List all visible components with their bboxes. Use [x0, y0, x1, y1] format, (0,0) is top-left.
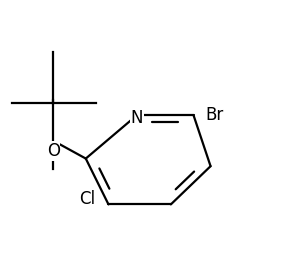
- Text: Br: Br: [206, 106, 224, 124]
- Text: Cl: Cl: [79, 190, 95, 208]
- Text: O: O: [47, 142, 60, 160]
- Text: N: N: [131, 109, 143, 127]
